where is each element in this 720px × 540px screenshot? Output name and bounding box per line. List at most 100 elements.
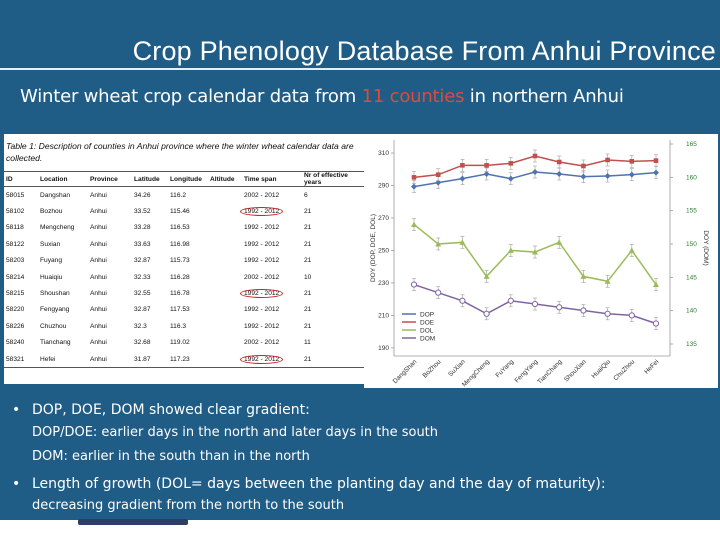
table-cell: Bozhou bbox=[40, 208, 63, 216]
table-cell: 58118 bbox=[6, 224, 24, 232]
table-row: 58214 Huaiqiu Anhui 32.33 116.28 2002 - 2012 1… bbox=[4, 269, 364, 285]
title-band bbox=[0, 0, 720, 72]
table-cell: 1992 - 2012 bbox=[244, 306, 280, 314]
slide-subtitle: Winter wheat crop calendar data from 11 … bbox=[20, 86, 624, 107]
right-tick-label: 155 bbox=[686, 208, 697, 215]
table-cell: 116.78 bbox=[170, 290, 190, 298]
bottom-strip bbox=[0, 520, 720, 540]
y-axis-label-right: DOY (DOM) bbox=[702, 230, 709, 265]
table-cell: 1992 - 2012 bbox=[244, 257, 280, 265]
table-cell: 58220 bbox=[6, 306, 25, 314]
bullet-growth-length: • Length of growth (DOL= days between the… bbox=[12, 476, 606, 492]
sub-bullet-dop-doe: DOP/DOE: earlier days in the north and l… bbox=[32, 425, 439, 440]
table-cell: 6 bbox=[304, 191, 308, 199]
left-tick-label: 210 bbox=[378, 312, 389, 319]
table-cell: 10 bbox=[304, 273, 312, 281]
table-row: 58226 Chuzhou Anhui 32.3 116.3 1992 - 2012 21 bbox=[4, 318, 364, 334]
data-point-doe bbox=[605, 157, 610, 163]
table-caption: Table 1: Description of counties in Anhu… bbox=[6, 141, 354, 163]
table-row: 58118 Mengcheng Anhui 33.28 116.53 1992 - 201… bbox=[4, 220, 364, 236]
subtitle-highlight: 11 counties bbox=[361, 86, 465, 107]
table-cell: 31.87 bbox=[132, 350, 168, 369]
data-point-dom bbox=[483, 310, 490, 317]
county-table-panel: Table 1: Description of counties in Anhu… bbox=[4, 134, 364, 384]
table-cell: Anhui bbox=[90, 240, 107, 248]
x-tick-label: FuYang bbox=[494, 358, 515, 379]
bullet-dot: • bbox=[12, 476, 21, 492]
data-point-dol bbox=[435, 240, 442, 247]
table-cell: Anhui bbox=[90, 290, 107, 298]
county-table: ID Location Province Latitude Longitude Altit… bbox=[4, 171, 364, 369]
table-cell: Tianchang bbox=[40, 339, 71, 347]
table-cell: Fuyang bbox=[40, 257, 62, 265]
table-cell bbox=[208, 269, 242, 285]
table-row: 58122 Suxian Anhui 33.63 116.98 1992 - 2012 21 bbox=[4, 236, 364, 252]
table-cell: 117.23 bbox=[168, 350, 208, 369]
data-point-dom bbox=[410, 281, 418, 288]
subtitle-text: Winter wheat crop calendar data from bbox=[20, 86, 362, 107]
data-point-dop bbox=[411, 183, 417, 190]
table-body: 58015 Dangshan Anhui 34.26 116.2 2002 - 2012 6… bbox=[4, 187, 364, 369]
data-point-dol bbox=[653, 281, 659, 288]
table-cell: 58015 bbox=[6, 191, 25, 199]
table-cell: 58226 bbox=[6, 322, 25, 330]
table-cell bbox=[208, 187, 242, 204]
x-tick-label: BoZhou bbox=[422, 358, 443, 379]
data-point-doe bbox=[629, 159, 635, 164]
data-point-doe bbox=[484, 163, 489, 168]
data-point-dop bbox=[653, 169, 659, 176]
table-cell: Dangshan bbox=[40, 191, 71, 199]
data-point-doe bbox=[532, 153, 538, 159]
table-cell: 2002 - 2012 bbox=[244, 273, 280, 281]
data-point-dop bbox=[532, 169, 538, 175]
legend-label-doe: DOE bbox=[420, 320, 435, 327]
data-point-dom bbox=[435, 289, 442, 296]
table-row: 58215 Shoushan Anhui 32.55 116.78 1992 - 2012… bbox=[4, 285, 364, 301]
slide-title: Crop Phenology Database From Anhui Provi… bbox=[132, 36, 716, 66]
table-cell: Anhui bbox=[90, 191, 107, 199]
sub-bullet-decreasing: decreasing gradient from the north to th… bbox=[32, 498, 345, 513]
bullet-gradient: • DOP, DOE, DOM showed clear gradient: bbox=[12, 402, 310, 418]
x-tick-label: ChuZhou bbox=[612, 358, 636, 382]
x-tick-label: HuaiQiu bbox=[590, 358, 612, 380]
table-cell: 115.73 bbox=[170, 257, 190, 265]
y-axis-label-left: DOY (DOP, DOE, DOL) bbox=[370, 214, 377, 282]
right-tick-label: 135 bbox=[686, 341, 697, 348]
data-point-doe bbox=[411, 175, 417, 180]
table-row: 58321 Hefei Anhui 31.87 117.23 1992 - 2012 21 bbox=[4, 350, 364, 369]
title-underline bbox=[0, 68, 720, 70]
table-header-cell: Nr of effective years bbox=[302, 171, 364, 187]
table-cell: 32.87 bbox=[134, 306, 151, 314]
table-cell bbox=[208, 302, 242, 318]
table-cell: Shoushan bbox=[40, 290, 70, 298]
table-row: 58102 Bozhou Anhui 33.52 115.46 1992 - 2012 21 bbox=[4, 203, 364, 219]
table-cell: Anhui bbox=[90, 273, 107, 281]
left-tick-label: 270 bbox=[378, 215, 389, 222]
table-header-cell: ID bbox=[4, 171, 38, 187]
table-cell bbox=[208, 350, 242, 369]
table-header-row: ID Location Province Latitude Longitude Altit… bbox=[4, 171, 364, 187]
table-cell: 2002 - 2012 bbox=[244, 339, 280, 347]
sub-bullet-dom: DOM: earlier in the south than in the no… bbox=[32, 449, 310, 464]
x-tick-label: ShouXian bbox=[563, 358, 588, 383]
left-tick-label: 190 bbox=[378, 345, 389, 352]
table-cell: 33.63 bbox=[134, 240, 151, 248]
table-cell: 11 bbox=[304, 339, 311, 347]
bullet-text: Length of growth (DOL= days between the … bbox=[32, 476, 606, 492]
bullet-text: DOP, DOE, DOM showed clear gradient: bbox=[32, 402, 310, 418]
table-header-cell: Province bbox=[88, 171, 132, 187]
table-cell bbox=[208, 203, 242, 219]
table-row: 58203 Fuyang Anhui 32.87 115.73 1992 - 2012 21 bbox=[4, 253, 364, 269]
table-cell bbox=[208, 285, 242, 301]
table-cell: 116.98 bbox=[170, 240, 190, 248]
table-cell: 33.28 bbox=[134, 224, 151, 232]
left-tick-label: 310 bbox=[378, 150, 389, 157]
table-cell: 21 bbox=[304, 306, 312, 314]
table-cell: 21 bbox=[302, 350, 364, 369]
table-cell: 1992 - 2012 bbox=[240, 285, 302, 301]
table-cell: Anhui bbox=[90, 257, 107, 265]
data-point-dop bbox=[483, 171, 490, 177]
circled-time-span: 1992 - 2012 bbox=[240, 354, 284, 364]
table-cell: 1992 - 2012 bbox=[244, 240, 280, 248]
table-cell: 117.53 bbox=[170, 306, 190, 314]
